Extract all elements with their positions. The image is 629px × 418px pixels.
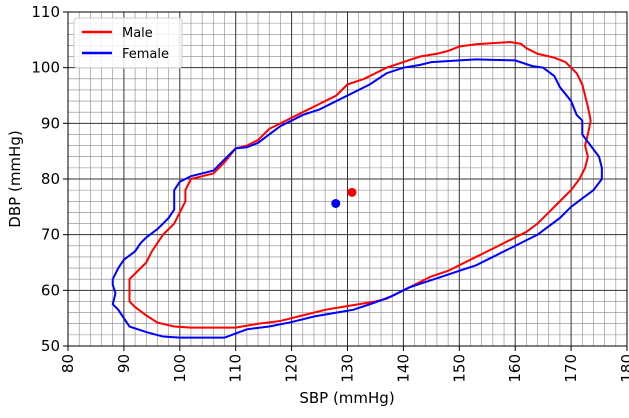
x-tick-label: 170	[562, 354, 580, 383]
x-tick-label: 100	[171, 354, 189, 383]
x-axis-label: SBP (mmHg)	[299, 389, 394, 407]
x-tick-label: 180	[618, 354, 629, 383]
y-tick-label: 70	[41, 226, 60, 244]
y-tick-label: 60	[41, 281, 60, 299]
contour-line	[111, 58, 603, 339]
y-tick-label: 110	[31, 3, 60, 21]
x-tick-label: 120	[283, 354, 301, 383]
legend-label: Female	[122, 47, 169, 62]
center-point	[331, 198, 341, 208]
y-tick-label: 50	[41, 337, 60, 355]
x-tick-label: 110	[227, 354, 245, 383]
y-tick-label: 90	[41, 114, 60, 132]
y-tick-label: 100	[31, 59, 60, 77]
legend-label: Male	[122, 26, 153, 41]
contour-line	[128, 41, 592, 329]
x-tick-label: 130	[339, 354, 357, 383]
plot-frame	[67, 11, 628, 347]
legend-box	[73, 17, 183, 69]
y-axis-label: DBP (mmHg)	[6, 130, 24, 227]
x-tick-label: 160	[506, 354, 524, 383]
x-tick-label: 80	[59, 354, 77, 373]
y-tick-label: 80	[41, 170, 60, 188]
x-tick-label: 90	[115, 354, 133, 373]
x-tick-label: 140	[394, 354, 412, 383]
center-point	[347, 187, 357, 197]
x-tick-label: 150	[450, 354, 468, 383]
